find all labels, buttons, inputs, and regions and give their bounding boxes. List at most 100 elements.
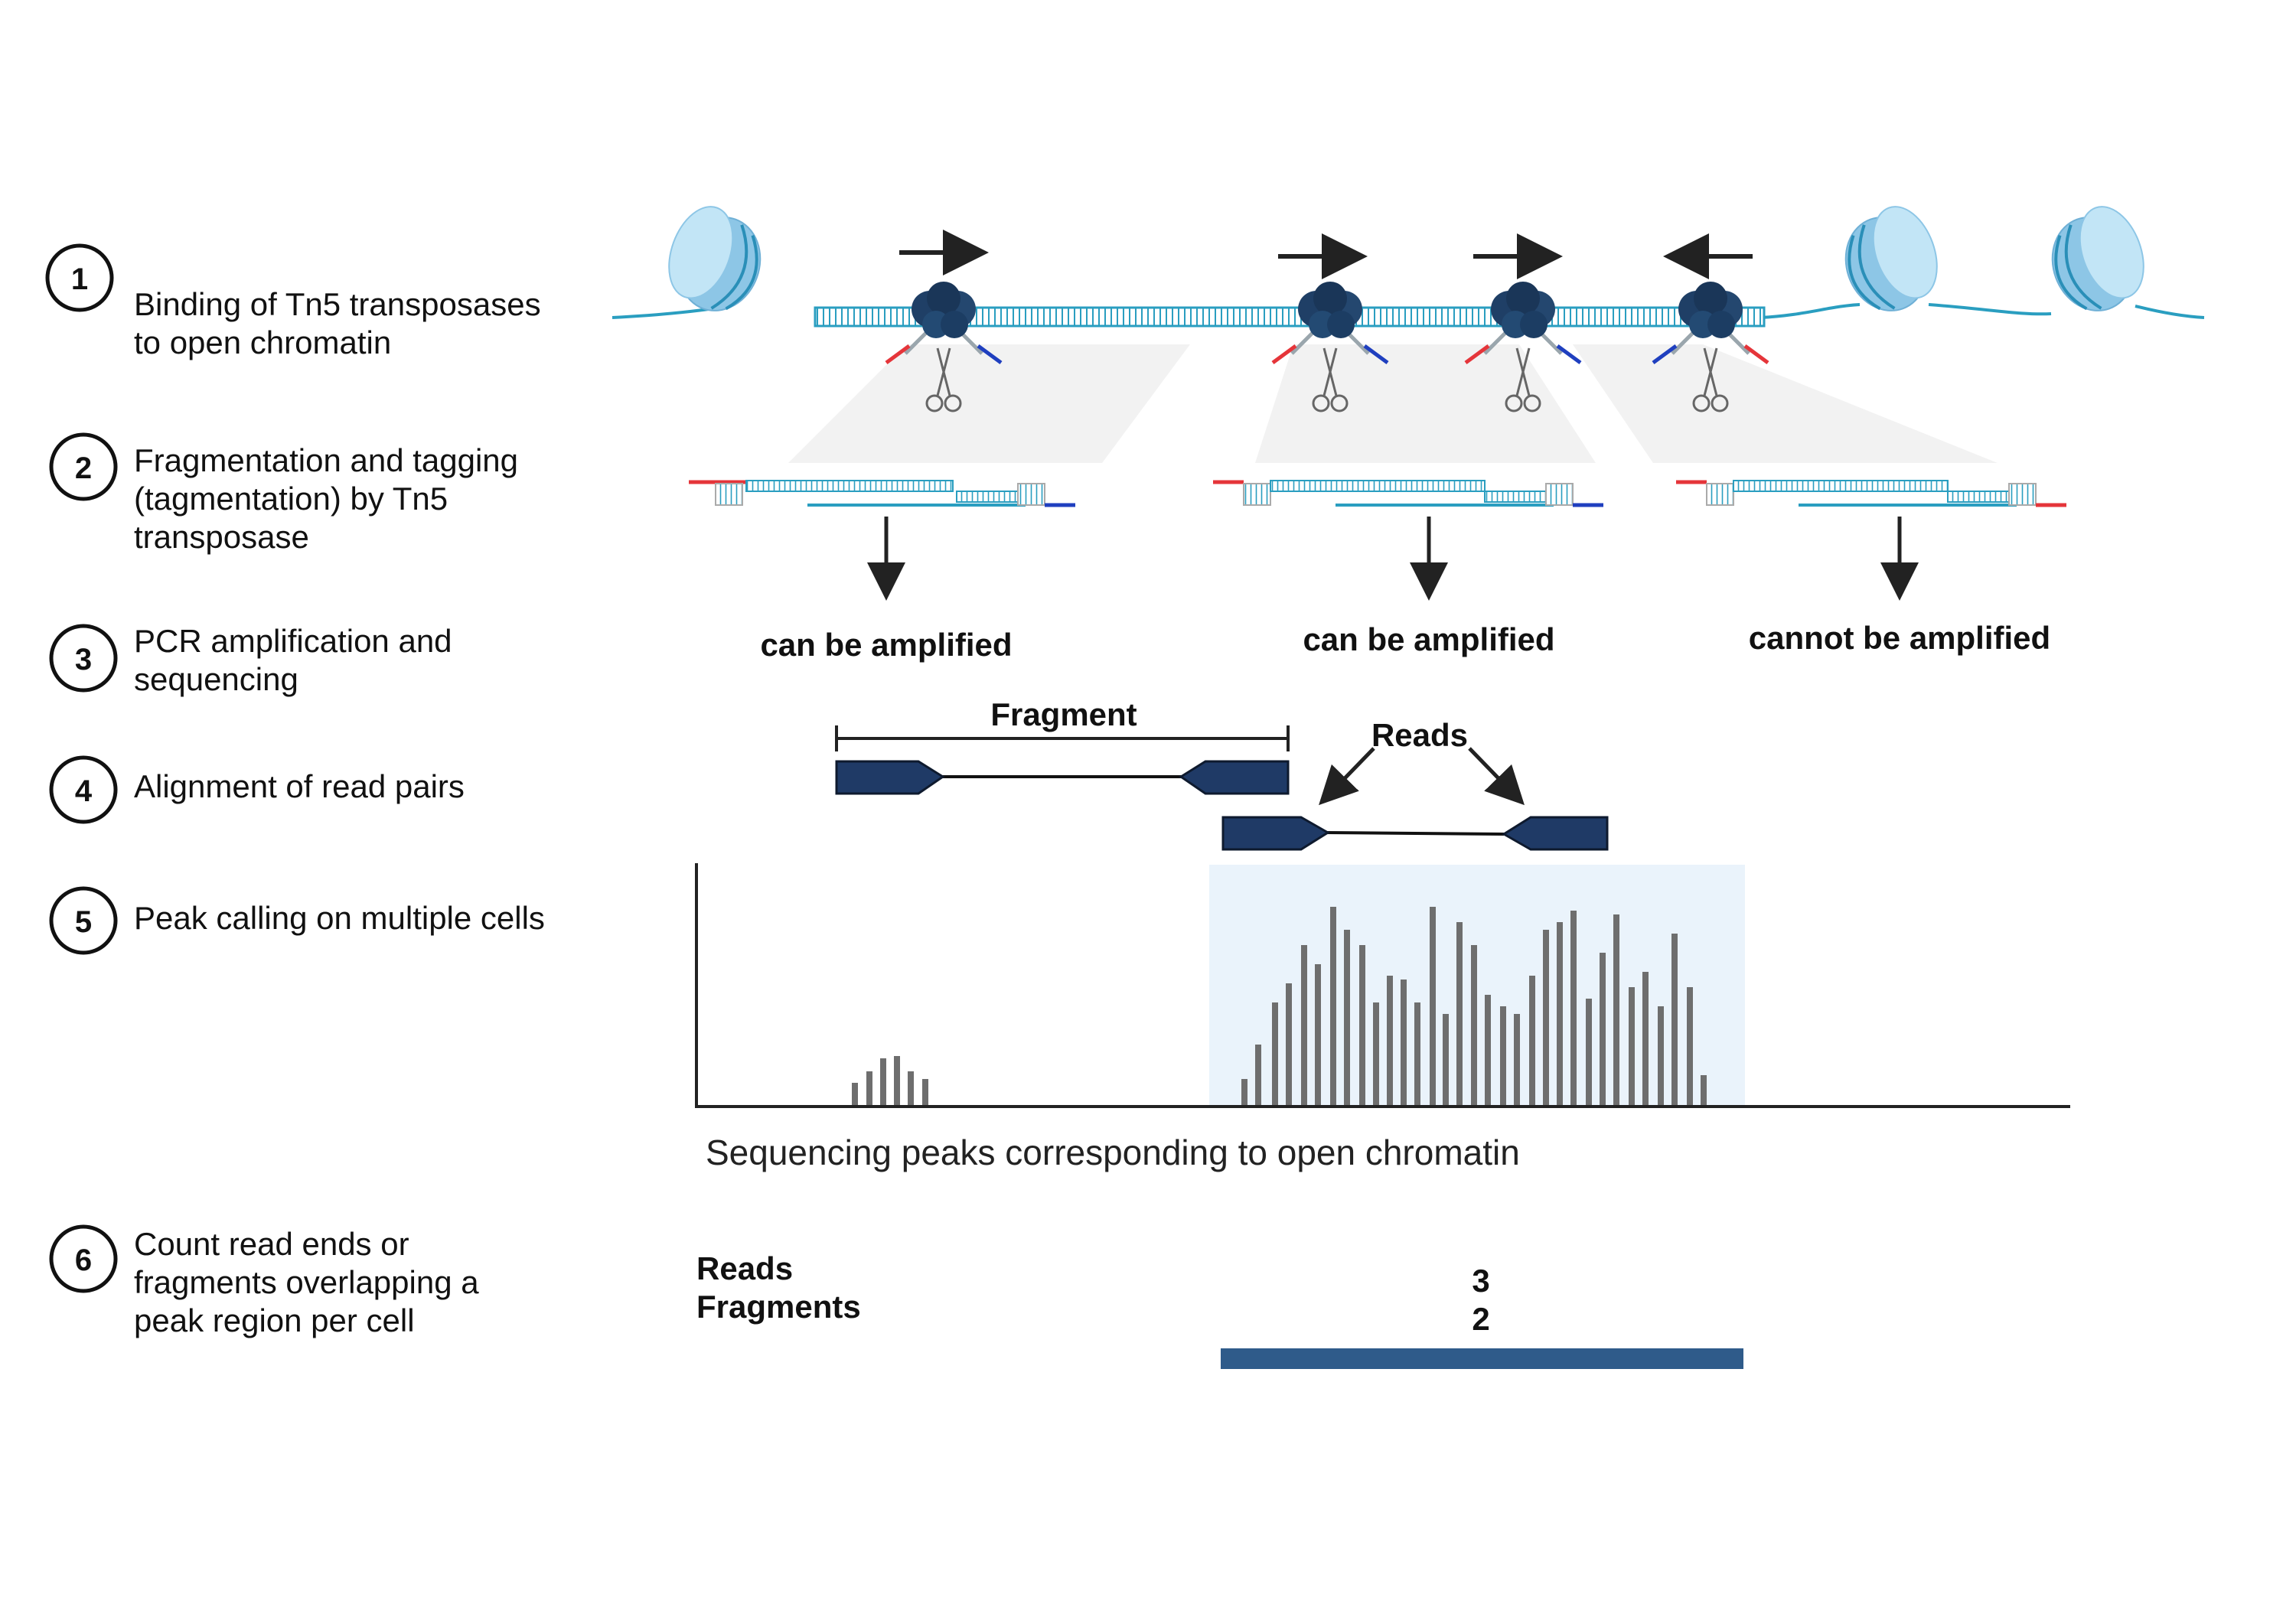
peak-bar xyxy=(1658,1006,1664,1106)
fragment-projection-shade xyxy=(788,344,1190,463)
tn5-transposase xyxy=(1464,282,1582,365)
reads-label: Reads xyxy=(1371,717,1468,753)
tagmented-fragment-left xyxy=(689,480,1075,507)
step-number: 5 xyxy=(75,905,92,939)
peak-bar xyxy=(1543,930,1549,1106)
peak-bar xyxy=(1642,972,1649,1106)
fragment-top-strand xyxy=(745,480,954,492)
peak-bar xyxy=(1272,1002,1278,1106)
step-2: 2 Fragmentation and tagging (tagmentatio… xyxy=(49,432,518,555)
step-number: 4 xyxy=(75,774,93,808)
step-number: 6 xyxy=(75,1244,92,1277)
peak-bar xyxy=(1529,976,1535,1106)
peak-bar xyxy=(1401,980,1407,1106)
amplification-result-left: can be amplified xyxy=(760,627,1012,663)
step-number-circle xyxy=(49,886,118,955)
peak-bar xyxy=(1629,987,1635,1106)
step-number-circle xyxy=(49,624,118,693)
linker-dna xyxy=(1760,303,2205,319)
read-block xyxy=(1502,816,1609,851)
read-block xyxy=(835,760,945,795)
read-pair-1 xyxy=(835,760,1290,795)
count-reads-value: 3 xyxy=(1472,1263,1489,1299)
peak-bar xyxy=(1557,922,1563,1106)
insert-line xyxy=(1323,831,1505,836)
peak-bar xyxy=(1301,945,1307,1106)
peak-bar xyxy=(1430,907,1436,1106)
fragment-overhang xyxy=(1947,491,2014,503)
step-6: 6 Count read ends or fragments overlappi… xyxy=(49,1224,479,1338)
peak-bar xyxy=(852,1083,858,1106)
tn5-transposase xyxy=(885,282,1003,365)
nucleosome xyxy=(668,206,762,311)
step-1: 1 Binding of Tn5 transposases to open ch… xyxy=(45,243,541,360)
nucleosome xyxy=(1844,206,1938,311)
step-label-line: PCR amplification and xyxy=(134,623,452,659)
step-label-line: Fragmentation and tagging xyxy=(134,442,518,478)
chromatin-track xyxy=(612,206,2205,463)
adapter-duplex xyxy=(1545,483,1574,506)
step-number-circle xyxy=(49,432,118,501)
peak-bar xyxy=(1671,934,1678,1106)
peak-region-bar xyxy=(1221,1348,1743,1369)
peak-bar xyxy=(1414,1002,1420,1106)
step-number: 3 xyxy=(75,643,92,676)
fragment-overhang xyxy=(956,491,1026,503)
peak-bar xyxy=(1286,983,1292,1106)
read-block xyxy=(1221,816,1330,851)
peak-bar xyxy=(1456,922,1463,1106)
step-number: 1 xyxy=(71,262,88,296)
peak-bar xyxy=(1570,911,1577,1106)
adapter-duplex xyxy=(715,483,743,506)
peak-bar xyxy=(1330,907,1336,1106)
peak-plot xyxy=(695,863,2070,1108)
adapter-duplex xyxy=(1243,483,1271,506)
peak-bar xyxy=(1471,945,1477,1106)
peak-bar xyxy=(866,1071,872,1106)
scissors-icon xyxy=(1312,347,1349,412)
step-number-circle xyxy=(45,243,114,312)
peak-bar xyxy=(880,1058,886,1106)
peak-bar xyxy=(1586,999,1592,1106)
peak-bar xyxy=(1359,945,1365,1106)
peak-bar xyxy=(1315,964,1321,1106)
peak-bar xyxy=(1255,1045,1261,1106)
fragment-bracket xyxy=(835,725,1290,751)
peak-bar xyxy=(1687,987,1693,1106)
step-label-line: Peak calling on multiple cells xyxy=(134,900,545,936)
peak-bar xyxy=(1600,953,1606,1106)
reads-arrow-icon xyxy=(1319,747,1375,806)
count-reads-label: Reads xyxy=(696,1250,793,1286)
read-pair-2 xyxy=(1221,816,1609,851)
step-number-circle xyxy=(49,1224,118,1293)
peak-bar xyxy=(1387,976,1393,1106)
step-number: 2 xyxy=(75,451,92,485)
peak-bar xyxy=(894,1056,900,1106)
step-label-line: sequencing xyxy=(134,661,298,697)
fragment-projection-shade xyxy=(1573,344,1998,463)
step-label-line: Count read ends or xyxy=(134,1226,409,1262)
fragment-overhang xyxy=(1484,491,1551,503)
count-fragments-value: 2 xyxy=(1472,1301,1489,1337)
fragment-projection-shade xyxy=(1255,344,1596,463)
step-label-line: Alignment of read pairs xyxy=(134,768,465,804)
adapter-duplex xyxy=(2008,483,2037,506)
scissors-icon xyxy=(925,347,962,412)
peak-bars xyxy=(852,907,1707,1106)
peak-bar xyxy=(908,1071,914,1106)
adapter-duplex xyxy=(1017,483,1045,506)
peak-bar xyxy=(1701,1075,1707,1106)
count-fragments-label: Fragments xyxy=(696,1289,861,1325)
peak-bar xyxy=(1241,1079,1247,1106)
adapter-duplex xyxy=(1706,483,1734,506)
amplification-result-right: cannot be amplified xyxy=(1749,620,2050,656)
step-label-line: peak region per cell xyxy=(134,1302,415,1338)
reads-arrow-icon xyxy=(1468,747,1525,806)
tagmented-fragment-middle xyxy=(1213,480,1603,507)
step-label-line: Binding of Tn5 transposases xyxy=(134,286,541,322)
peak-caption: Sequencing peaks corresponding to open c… xyxy=(706,1133,1520,1172)
step-label-line: fragments overlapping a xyxy=(134,1264,479,1300)
step-3: 3 PCR amplification and sequencing xyxy=(49,623,452,697)
peak-bar xyxy=(1344,930,1350,1106)
